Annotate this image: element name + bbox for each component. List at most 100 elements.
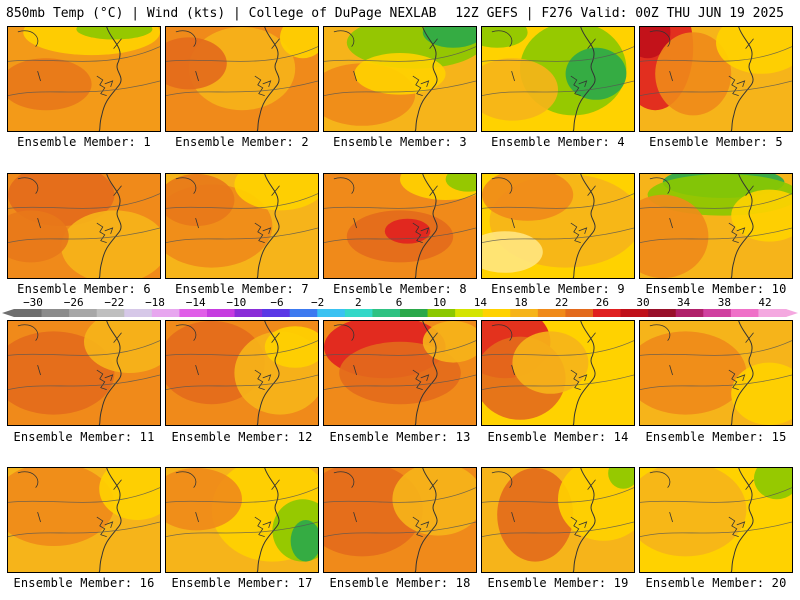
member-caption: Ensemble Member: 11 bbox=[13, 430, 155, 444]
member-map-field bbox=[640, 468, 792, 572]
colorbar-tick-label: 22 bbox=[555, 296, 569, 309]
member-map-field bbox=[8, 27, 160, 131]
colorbar-swatch bbox=[69, 309, 98, 317]
member-map-field bbox=[8, 468, 160, 572]
colorbar-graphic bbox=[2, 309, 798, 317]
temperature-region bbox=[482, 174, 574, 221]
colorbar-swatch bbox=[151, 309, 180, 317]
colorbar-tick-label: 6 bbox=[395, 296, 403, 309]
colorbar-tick-label: −6 bbox=[270, 296, 284, 309]
temperature-region bbox=[655, 32, 732, 116]
ensemble-member-map bbox=[323, 173, 477, 279]
ensemble-member-map bbox=[7, 467, 161, 573]
temperature-region bbox=[422, 27, 476, 48]
colorbar-tick-label: −18 bbox=[145, 296, 165, 309]
member-caption: Ensemble Member: 5 bbox=[649, 135, 783, 149]
temperature-region bbox=[608, 468, 634, 489]
temperature-region bbox=[8, 468, 115, 546]
member-map-field bbox=[482, 468, 634, 572]
member-map-field bbox=[640, 174, 792, 278]
temperature-region bbox=[482, 58, 558, 121]
ensemble-member-map bbox=[323, 467, 477, 573]
ensemble-member-map bbox=[165, 173, 319, 279]
temperature-region bbox=[8, 58, 92, 111]
temperature-region bbox=[84, 321, 160, 373]
member-caption: Ensemble Member: 8 bbox=[333, 282, 467, 296]
ensemble-member-map bbox=[165, 320, 319, 426]
member-caption: Ensemble Member: 18 bbox=[329, 576, 471, 590]
colorbar-swatch bbox=[234, 309, 263, 317]
temperature-region bbox=[290, 520, 318, 562]
colorbar-tick-label: −14 bbox=[185, 296, 206, 309]
member-map-field bbox=[482, 174, 634, 278]
member-map-field bbox=[166, 174, 318, 278]
colorbar-tick-label: 18 bbox=[514, 296, 528, 309]
temperature-region bbox=[339, 341, 461, 405]
colorbar-swatch bbox=[427, 309, 456, 317]
temperature-region bbox=[482, 27, 528, 48]
member-map-field bbox=[324, 27, 476, 131]
member-map-field bbox=[640, 27, 792, 131]
member-caption: Ensemble Member: 16 bbox=[13, 576, 155, 590]
map-title: 850mb Temp (°C) | Wind (kts) | College o… bbox=[6, 6, 437, 21]
colorbar-tick-label: 30 bbox=[636, 296, 650, 309]
ensemble-member-map bbox=[323, 26, 477, 132]
colorbar-swatch bbox=[41, 309, 70, 317]
member-map-field bbox=[482, 27, 634, 131]
colorbar-tick-label: −10 bbox=[226, 296, 247, 309]
member-caption: Ensemble Member: 17 bbox=[171, 576, 313, 590]
colorbar-swatch bbox=[758, 309, 787, 317]
temperature-region bbox=[76, 27, 153, 40]
ensemble-member-map bbox=[7, 26, 161, 132]
temperature-region bbox=[166, 174, 235, 226]
colorbar-swatch bbox=[179, 309, 208, 317]
colorbar-tick-label: 26 bbox=[595, 296, 609, 309]
ensemble-member-map bbox=[639, 26, 793, 132]
colorbar-swatch bbox=[344, 309, 373, 317]
temperature-colorbar bbox=[0, 296, 800, 320]
member-caption: Ensemble Member: 1 bbox=[17, 135, 151, 149]
member-caption: Ensemble Member: 3 bbox=[333, 135, 467, 149]
colorbar-tick-label: −26 bbox=[63, 296, 84, 309]
ensemble-member-map bbox=[639, 320, 793, 426]
member-caption: Ensemble Member: 9 bbox=[491, 282, 625, 296]
colorbar-swatch bbox=[648, 309, 677, 317]
colorbar-tick-label: −30 bbox=[23, 296, 43, 309]
temperature-region bbox=[8, 210, 69, 263]
temperature-region bbox=[640, 468, 747, 557]
member-map-field bbox=[8, 321, 160, 425]
temperature-region bbox=[640, 331, 747, 415]
member-map-field bbox=[324, 174, 476, 278]
colorbar-swatch bbox=[372, 309, 401, 317]
ensemble-member-map bbox=[165, 467, 319, 573]
temperature-region bbox=[716, 27, 792, 74]
colorbar-swatch bbox=[14, 309, 43, 317]
member-caption: Ensemble Member: 13 bbox=[329, 430, 471, 444]
colorbar-tick-label: −2 bbox=[311, 296, 325, 309]
member-caption: Ensemble Member: 15 bbox=[645, 430, 787, 444]
member-caption: Ensemble Member: 2 bbox=[175, 135, 309, 149]
ensemble-member-map bbox=[639, 467, 793, 573]
colorbar-swatch bbox=[317, 309, 346, 317]
member-caption: Ensemble Member: 6 bbox=[17, 282, 151, 296]
colorbar-swatch bbox=[730, 309, 759, 317]
colorbar-tick-label: 10 bbox=[433, 296, 447, 309]
colorbar-swatch bbox=[262, 309, 291, 317]
colorbar-tick-label: 2 bbox=[355, 296, 362, 309]
colorbar-tick-label: −22 bbox=[104, 296, 125, 309]
ensemble-member-map bbox=[323, 320, 477, 426]
colorbar-low-arrow bbox=[2, 309, 14, 317]
colorbar-swatch bbox=[510, 309, 539, 317]
member-map-field bbox=[166, 468, 318, 572]
member-caption: Ensemble Member: 20 bbox=[645, 576, 787, 590]
temperature-region bbox=[565, 47, 627, 100]
member-map-field bbox=[324, 468, 476, 572]
colorbar-swatch bbox=[620, 309, 649, 317]
colorbar-labels: −30 −26 −22 −18 −14 −10 −6 −2 2 6 10 14 18 22 26 30 34 38… bbox=[0, 296, 800, 309]
member-caption: Ensemble Member: 10 bbox=[645, 282, 787, 296]
colorbar-swatch bbox=[703, 309, 732, 317]
member-caption: Ensemble Member: 12 bbox=[171, 430, 313, 444]
temperature-region bbox=[264, 326, 318, 368]
colorbar-swatch bbox=[96, 309, 125, 317]
temperature-region bbox=[445, 174, 476, 192]
